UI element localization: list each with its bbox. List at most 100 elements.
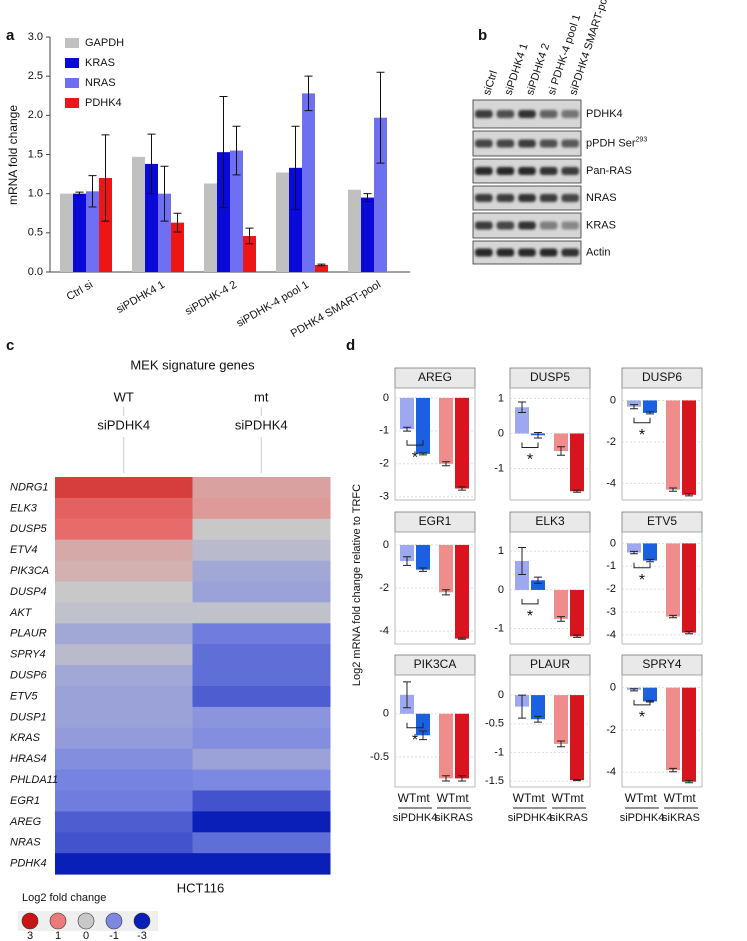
blot-band [518,110,536,118]
legend-label: KRAS [85,57,115,69]
bar [455,713,469,779]
y-tick-label: 0 [383,708,389,720]
bar [400,397,414,430]
blot-band [539,139,558,148]
row-label: ELK3 [10,502,38,514]
blot-band [475,110,493,118]
heatmap-cell [192,560,331,582]
bar [315,264,328,272]
chart-title: DUSP5 [530,370,570,384]
error-bar [458,775,466,782]
blot-band [475,221,493,230]
bar [515,560,529,590]
x-tick-label: siPDHK-4 2 [183,279,239,318]
error-bar [88,175,97,208]
plot-frame [509,674,591,788]
bar [60,193,73,272]
heatmap-cell [192,644,331,666]
row-label: SPRY4 [10,649,46,661]
blot-band [518,194,536,202]
heatmap-cell [55,811,193,833]
legend-swatch [65,58,79,68]
bar [348,189,361,272]
row-label: AREG [9,816,42,828]
bar [531,695,545,720]
y-tick-label: -4 [606,629,616,641]
heatmap-cell [55,602,193,624]
heatmap-cell [192,686,331,708]
y-tick-label: 0 [498,584,504,596]
bar [666,543,680,617]
error-bar [646,411,654,415]
y-tick-label: 0 [610,394,616,406]
y-tick-label: 2.0 [28,109,43,121]
legend-swatch [49,912,67,930]
chart-title: ELK3 [535,514,565,528]
bar [276,172,289,272]
blot-band [539,248,558,257]
group-label: siPDHK4 [393,812,438,824]
error-bar [403,681,411,709]
lane-label: siCtrl [481,69,500,97]
error-bar [557,616,565,622]
bar [643,543,657,561]
band-name: PDHK4 [586,108,623,120]
bar [570,695,584,781]
bar [230,150,243,272]
row-label: KRAS [10,732,41,744]
x-tick-label: mt [682,791,696,805]
heatmap-cell [192,581,331,603]
band-label: Pan-RAS [586,165,632,177]
row-label: EGR1 [10,795,40,807]
x-tick-label: mt [416,791,430,805]
legend-label: -1 [109,930,119,941]
row-label: PIK3CA [10,565,49,577]
x-tick-label: mt [531,791,545,805]
legend-swatch [21,912,39,930]
column-label: mt [254,389,269,404]
blot-band [475,248,493,257]
bracket [521,598,539,605]
row-label: ETV4 [10,544,38,556]
x-tick-label: mt [643,791,657,805]
annotation: * [412,732,418,749]
bar [73,193,86,272]
y-tick-label: -4 [606,477,616,489]
group-label: siKRAS [662,812,700,824]
panel-label: a [6,27,15,44]
y-tick-label: -2 [379,582,389,594]
error-bar [173,212,182,233]
x-tick-label: mt [570,791,584,805]
error-bar [573,489,581,493]
bar [455,544,469,639]
bar [416,544,430,570]
heatmap-cell [192,539,331,562]
band-name: NRAS [586,192,617,204]
error-bar [630,688,638,692]
error-bar [458,637,466,640]
error-bar [669,614,677,619]
y-tick-label: 1.5 [28,148,43,160]
blot-band [561,248,579,257]
error-bar [458,486,466,491]
blot-band [496,248,515,257]
chart-title: ETV5 [647,514,677,528]
y-tick-label: -1 [494,746,504,758]
x-tick-label: Ctrl si [65,279,95,303]
x-tick-label: WT [664,791,683,805]
heatmap-cell [55,790,193,812]
y-tick-label: -3 [606,606,616,618]
heatmap-cell [192,497,331,520]
blot-band [518,167,536,175]
error-bar [317,263,326,267]
annotation: * [527,452,533,469]
x-axis-label: HCT116 [177,881,224,896]
bar [374,117,387,272]
heatmap-cell [55,769,193,791]
heatmap-cell [55,727,193,750]
bar [643,400,657,413]
bar [158,193,171,272]
error-bar [573,779,581,782]
heatmap-cell [192,665,331,687]
blot-band [561,139,579,148]
